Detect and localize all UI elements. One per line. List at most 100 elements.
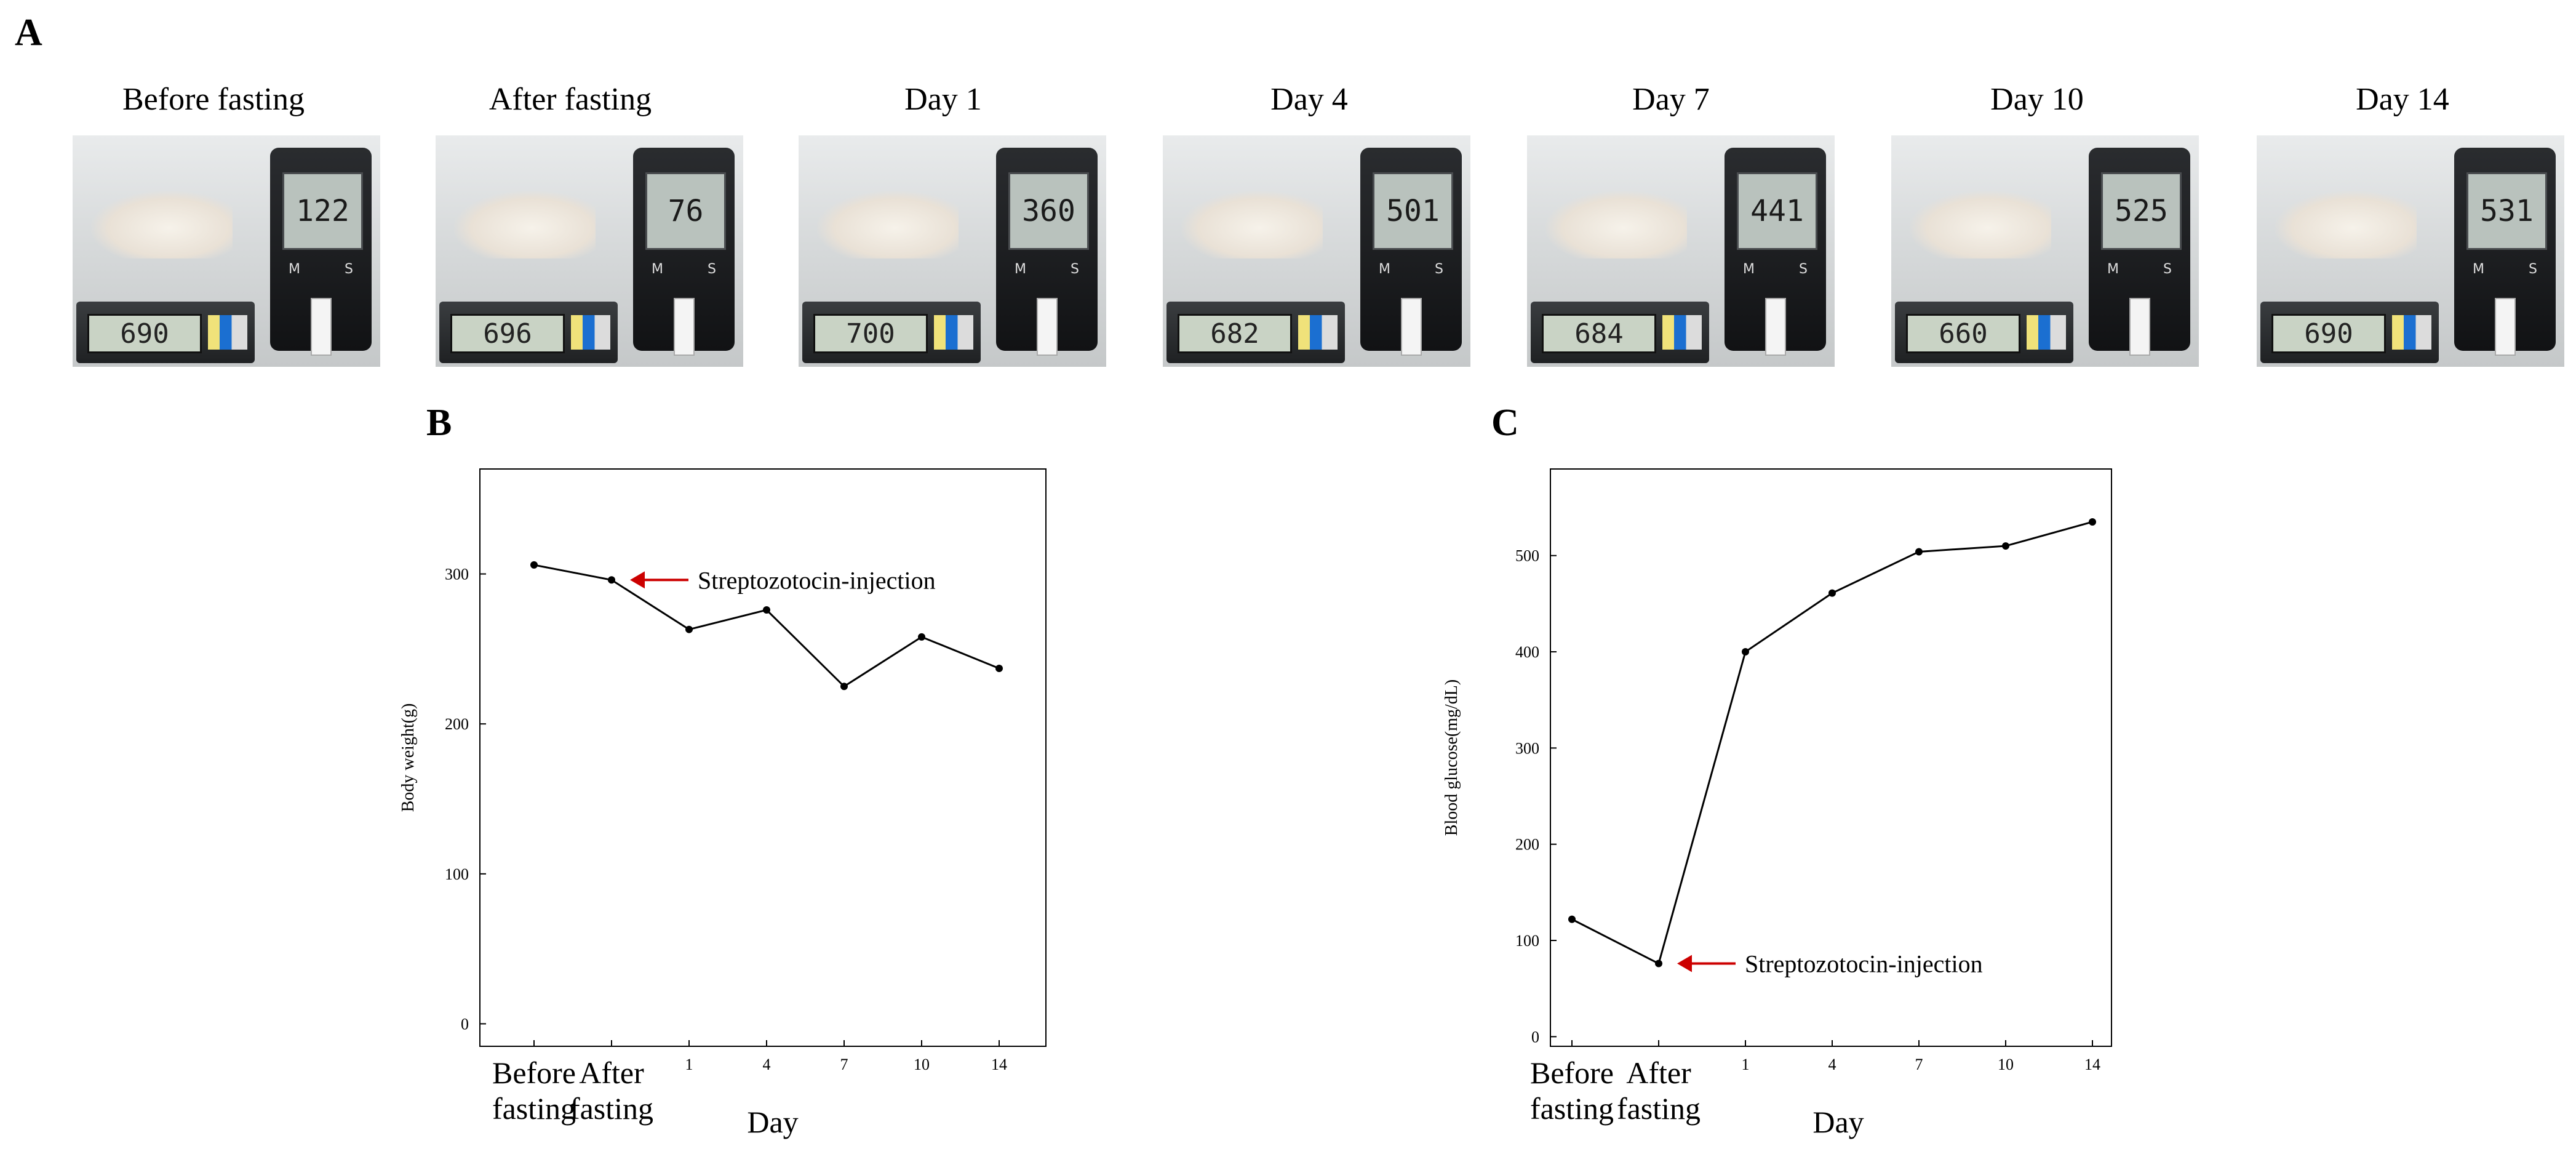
chart-b-frame xyxy=(479,468,1047,1047)
glucometer-icon: 525 M S xyxy=(2089,148,2190,356)
meter-m-label: M xyxy=(1379,262,1390,277)
rat-image xyxy=(1545,191,1687,258)
test-strip-icon xyxy=(2495,298,2516,356)
scale-icon: 660 xyxy=(1895,302,2073,363)
meter-s-label: S xyxy=(2163,262,2172,277)
glucometer-icon: 441 M S xyxy=(1725,148,1826,356)
scale-keys-icon xyxy=(2027,315,2066,350)
chart-b-xtick-label: 4 xyxy=(763,1056,771,1073)
photo-label-day-1: Day 1 xyxy=(904,82,982,117)
test-strip-icon xyxy=(2129,298,2150,356)
chart-c-annotation-arrow-head-icon xyxy=(1677,955,1692,972)
meter-s-label: S xyxy=(2529,262,2537,277)
meter-m-label: M xyxy=(652,262,663,277)
chart-c-annotation-text: Streptozotocin-injection xyxy=(1745,950,1983,978)
glucometer-display: 501 xyxy=(1373,172,1453,250)
meter-s-label: S xyxy=(708,262,716,277)
chart-c-data-point xyxy=(2089,518,2096,526)
scale-display: 660 xyxy=(1906,314,2020,353)
glucometer-icon: 122 M S xyxy=(270,148,372,356)
chart-b-xtick-label: After fasting xyxy=(570,1056,653,1126)
glucometer-display: 531 xyxy=(2466,172,2547,250)
scale-keys-icon xyxy=(934,315,973,350)
panel-letter-b: B xyxy=(426,402,452,444)
scale-keys-icon xyxy=(2392,315,2431,350)
rat-image xyxy=(1181,191,1323,258)
chart-c-ytick-label: 200 xyxy=(1515,836,1539,854)
chart-c-x-axis-label: Day xyxy=(1812,1105,1864,1139)
glucometer-display: 76 xyxy=(645,172,726,250)
rat-image xyxy=(817,191,959,258)
chart-b-y-axis-label: Body weight(g) xyxy=(399,703,418,812)
scale-keys-icon xyxy=(1298,315,1338,350)
chart-c-ytick-label: 0 xyxy=(1531,1028,1539,1046)
meter-s-label: S xyxy=(1435,262,1443,277)
photo-label-day-10: Day 10 xyxy=(1990,82,2084,117)
chart-c-data-point xyxy=(1742,648,1749,656)
scale-icon: 696 xyxy=(439,302,618,363)
photo-after-fasting: 696 76 M S xyxy=(436,135,743,367)
chart-c-data-point xyxy=(1655,960,1662,968)
meter-s-label: S xyxy=(1071,262,1079,277)
chart-c-y-axis-label: Blood glucose(mg/dL) xyxy=(1442,679,1461,836)
scale-icon: 690 xyxy=(76,302,255,363)
chart-b-xtick-label: 10 xyxy=(914,1056,930,1073)
chart-c-ytick-label: 400 xyxy=(1515,643,1539,661)
scale-keys-icon xyxy=(1662,315,1702,350)
chart-b-ytick-label: 200 xyxy=(445,715,469,733)
meter-m-label: M xyxy=(2107,262,2119,277)
glucometer-icon: 501 M S xyxy=(1360,148,1462,356)
panel-letter-c: C xyxy=(1491,402,1519,444)
photo-before-fasting: 690 122 M S xyxy=(73,135,380,367)
chart-b-data-point xyxy=(530,561,538,569)
scale-keys-icon xyxy=(571,315,610,350)
chart-b-data-point xyxy=(918,633,925,641)
scale-display: 690 xyxy=(2271,314,2386,353)
meter-m-label: M xyxy=(1015,262,1026,277)
chart-b-x-axis-label: Day xyxy=(747,1105,798,1139)
chart-b-data-point xyxy=(995,665,1003,673)
meter-m-label: M xyxy=(1743,262,1755,277)
glucometer-icon: 76 M S xyxy=(633,148,735,356)
chart-c-xtick-label: Before fasting xyxy=(1530,1056,1614,1126)
glucometer-display: 122 xyxy=(282,172,363,250)
chart-c-data-point xyxy=(1915,548,1923,556)
chart-b-xtick-label: 1 xyxy=(685,1056,693,1073)
test-strip-icon xyxy=(1037,298,1058,356)
meter-s-label: S xyxy=(1799,262,1808,277)
chart-c-xtick-label: 1 xyxy=(1742,1056,1750,1073)
photo-label-day-4: Day 4 xyxy=(1270,82,1348,117)
rat-image xyxy=(91,191,233,258)
meter-s-label: S xyxy=(345,262,353,277)
chart-c-xtick-label: 14 xyxy=(2084,1056,2100,1073)
scale-icon: 682 xyxy=(1166,302,1345,363)
chart-c-xtick-label: 10 xyxy=(1998,1056,2014,1073)
chart-b-annotation-text: Streptozotocin-injection xyxy=(698,566,936,594)
scale-display: 700 xyxy=(813,314,928,353)
rat-image xyxy=(1910,191,2051,258)
glucometer-display: 525 xyxy=(2101,172,2182,250)
glucometer-display: 360 xyxy=(1008,172,1089,250)
chart-c-xtick-label: 4 xyxy=(1828,1056,1836,1073)
chart-b-ytick-label: 100 xyxy=(445,865,469,883)
test-strip-icon xyxy=(311,298,332,356)
chart-c-data-point xyxy=(1828,589,1836,597)
test-strip-icon xyxy=(1401,298,1422,356)
chart-b-data-point xyxy=(685,625,693,633)
chart-b-data-point xyxy=(608,576,615,584)
photo-label-day-14: Day 14 xyxy=(2356,82,2449,117)
chart-c-data-point xyxy=(2002,542,2009,550)
chart-c-xtick-label: After fasting xyxy=(1617,1056,1701,1126)
photo-day-14: 690 531 M S xyxy=(2257,135,2564,367)
photo-label-before-fasting: Before fasting xyxy=(122,82,305,117)
chart-b-annotation-arrow-head-icon xyxy=(630,571,645,589)
glucometer-icon: 360 M S xyxy=(996,148,1098,356)
glucometer-display: 441 xyxy=(1737,172,1817,250)
chart-b-ytick-label: 0 xyxy=(461,1015,469,1033)
chart-b-data-point xyxy=(840,683,848,691)
meter-m-label: M xyxy=(289,262,300,277)
chart-b-xtick-label: 14 xyxy=(991,1056,1007,1073)
scale-display: 690 xyxy=(87,314,202,353)
photo-day-1: 700 360 M S xyxy=(799,135,1106,367)
